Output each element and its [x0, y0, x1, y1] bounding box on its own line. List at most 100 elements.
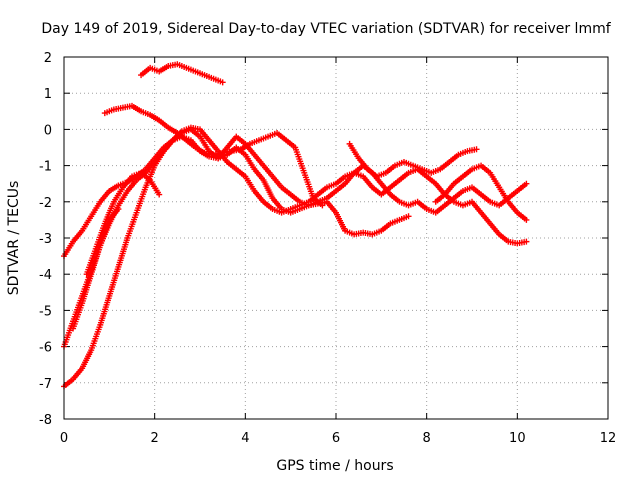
y-tick-label: -3	[39, 232, 52, 247]
data-point	[88, 324, 103, 354]
y-tick-label: 0	[44, 123, 52, 138]
data-point	[79, 349, 94, 372]
data-point	[387, 217, 401, 227]
data-point	[138, 66, 152, 79]
data-point	[265, 130, 278, 140]
series-arc-9	[432, 162, 530, 223]
y-tick-label: -5	[39, 304, 52, 319]
data-point	[410, 162, 423, 172]
data-point	[233, 144, 247, 157]
data-point	[323, 181, 337, 191]
data-point	[396, 171, 410, 184]
data-point	[478, 209, 492, 225]
data-point	[246, 138, 260, 147]
data-point	[97, 189, 111, 205]
data-point	[151, 150, 166, 169]
data-point	[70, 302, 85, 332]
data-point	[174, 61, 188, 70]
data-point	[469, 198, 483, 214]
series-arc-6	[83, 169, 163, 278]
data-point	[487, 198, 500, 208]
data-point	[251, 187, 265, 203]
data-point	[514, 180, 530, 194]
data-point	[106, 266, 121, 299]
data-point	[151, 146, 166, 162]
series-arc-7	[70, 206, 122, 332]
series-arc-5	[61, 124, 530, 390]
x-tick-label: 10	[509, 431, 526, 446]
x-tick-label: 4	[241, 431, 249, 446]
data-point	[61, 320, 76, 350]
data-point	[414, 198, 428, 211]
data-point	[301, 169, 316, 199]
data-point	[391, 159, 405, 169]
data-point	[251, 166, 265, 182]
data-point	[79, 273, 94, 307]
data-point	[165, 124, 179, 135]
data-point	[115, 179, 129, 189]
data-point	[115, 190, 130, 209]
data-point	[110, 105, 124, 113]
data-point	[305, 199, 319, 209]
data-point	[387, 178, 401, 191]
data-point	[278, 184, 292, 197]
data-point	[432, 180, 447, 196]
y-tick-label: 2	[44, 51, 52, 66]
data-point	[355, 155, 370, 171]
series-arc-1	[138, 61, 226, 86]
data-point	[446, 153, 460, 165]
data-point	[369, 228, 383, 238]
data-point	[314, 196, 328, 205]
data-point	[441, 182, 456, 198]
data-point	[342, 170, 355, 180]
data-point	[487, 169, 501, 189]
data-point	[129, 102, 143, 114]
data-point	[351, 230, 364, 238]
data-point	[514, 209, 530, 223]
x-tick-label: 6	[332, 431, 340, 446]
data-point	[305, 193, 320, 205]
data-point	[242, 140, 256, 156]
data-point	[396, 198, 410, 208]
data-point	[287, 206, 301, 216]
data-point	[115, 237, 130, 270]
data-point	[346, 140, 361, 160]
data-point	[459, 185, 473, 194]
data-point	[242, 151, 257, 171]
data-point	[197, 126, 211, 142]
data-point	[432, 203, 446, 216]
x-axis-title: GPS time / hours	[276, 458, 393, 474]
data-point	[197, 148, 211, 159]
data-point	[437, 160, 451, 173]
data-point	[455, 149, 469, 158]
data-point	[333, 182, 347, 194]
series-arc-8	[346, 140, 480, 180]
data-point	[314, 185, 329, 198]
y-tick-labels: -8 -7 -6 -5 -4 -3 -2 -1 0 1 2	[39, 51, 52, 428]
data-point	[156, 117, 170, 130]
data-point	[369, 184, 383, 197]
data-point	[269, 195, 284, 211]
data-point	[459, 199, 473, 209]
data-point	[88, 200, 102, 220]
data-point	[224, 145, 238, 158]
y-tick-label: 1	[44, 87, 52, 102]
data-point	[278, 206, 292, 216]
x-tick-label: 2	[151, 431, 159, 446]
data-point	[496, 231, 510, 244]
data-point	[156, 64, 170, 75]
data-point	[373, 170, 387, 180]
data-point	[192, 68, 206, 78]
data-point	[101, 200, 116, 227]
data-point	[224, 135, 238, 151]
data-point	[333, 174, 347, 187]
data-point	[187, 137, 202, 153]
data-point	[138, 169, 152, 182]
data-point	[269, 206, 283, 215]
data-point	[201, 72, 215, 81]
data-point	[106, 206, 122, 223]
data-point	[378, 185, 392, 198]
data-point	[478, 191, 492, 204]
series-arc-4	[61, 126, 530, 350]
